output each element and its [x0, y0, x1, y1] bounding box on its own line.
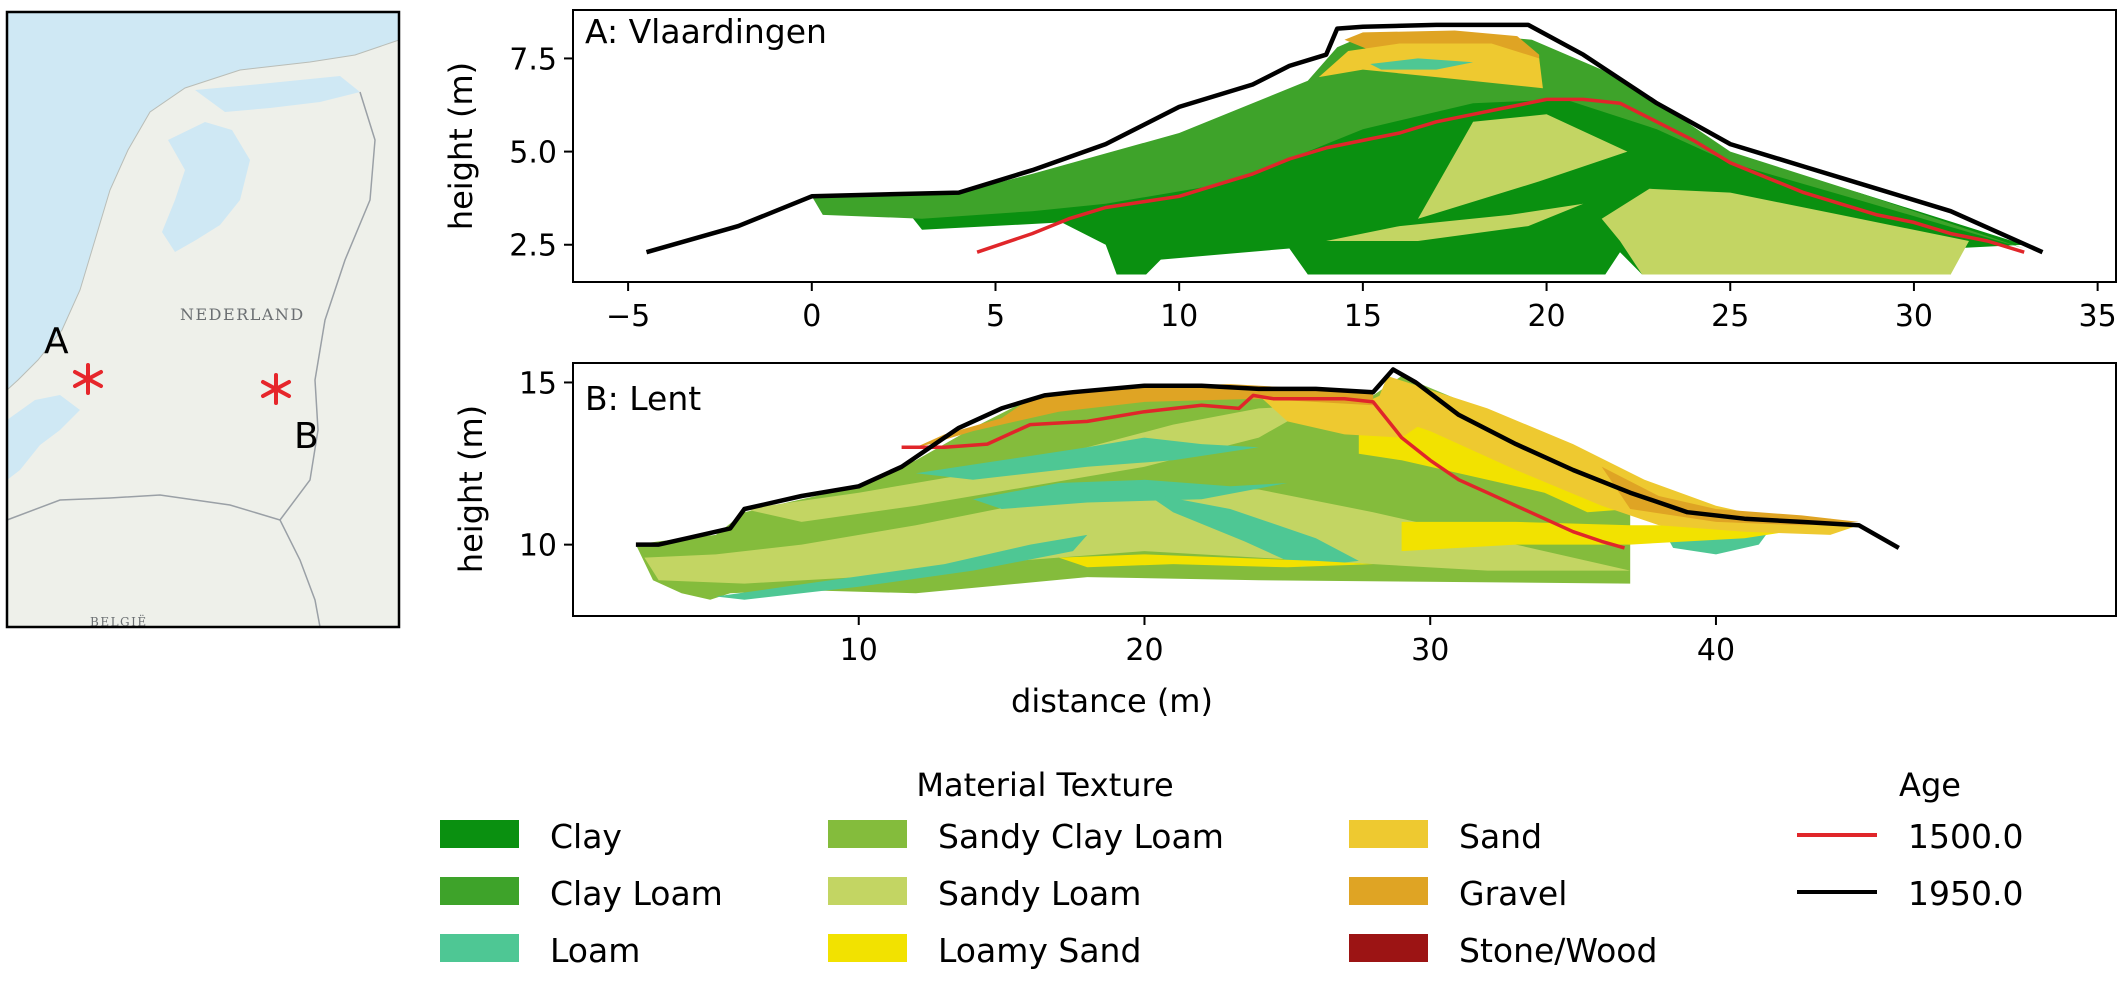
- panel-b-xlabel: distance (m): [1011, 682, 1213, 720]
- panel-b-plot-area: [635, 367, 1900, 600]
- legend-swatch-gravel: [1349, 877, 1428, 905]
- panel-a-line-age-1950-0: [645, 22, 2044, 255]
- panel-b-y-ticks: 10 15: [519, 366, 573, 564]
- panel-a-label: A: Vlaardingen: [585, 12, 827, 51]
- map-neighbor-label: BELGIË: [90, 613, 148, 629]
- panel-a-y-tick-label: 5.0: [509, 136, 557, 171]
- legend-swatch-sandy-clay-loam: [828, 820, 907, 848]
- panel-b-x-ticks: 10 20 30 40: [840, 616, 1735, 668]
- panel-a-x-tick-label: 30: [1895, 299, 1933, 334]
- panel-b-layer-loam: [915, 437, 1259, 480]
- legend-label-loamy-sand: Loamy Sand: [938, 931, 1141, 970]
- legend-label-age-1950-0: 1950.0: [1908, 874, 2023, 913]
- legend-label-stone-wood: Stone/Wood: [1459, 931, 1657, 970]
- panel-b-layer-sand: [1373, 376, 1859, 535]
- panel-b-x-tick-label: 10: [840, 633, 878, 668]
- legend-swatch-sandy-loam: [828, 877, 907, 905]
- panel-a-layer-sandy-loam: [1326, 114, 1628, 245]
- legend-age-title: Age: [1899, 766, 1961, 804]
- panel-b-frame: [572, 362, 2117, 617]
- panel-a-x-tick-label: 15: [1344, 299, 1382, 334]
- site-b-marker: [261, 373, 291, 405]
- panel-b-x-tick-label: 40: [1697, 633, 1735, 668]
- legend: Material Texture Age Clay Clay Loam Loam Sa…: [440, 766, 2023, 970]
- panel-a-x-tick-label: 5: [986, 299, 1005, 334]
- legend-label-sandy-clay-loam: Sandy Clay Loam: [938, 817, 1224, 856]
- legend-swatch-loamy-sand: [828, 934, 907, 962]
- panel-a-x-tick-label: 10: [1160, 299, 1198, 334]
- legend-swatch-sand: [1349, 820, 1428, 848]
- panel-a-ylabel: height (m): [442, 62, 480, 230]
- panel-a-y-tick-label: 7.5: [509, 42, 557, 77]
- panel-a-y-ticks: 2.5 5.0 7.5: [509, 42, 573, 264]
- panel-b-lent: B: Lent height (m) distance (m) 10 20 30 40…: [452, 362, 2117, 720]
- panel-b-layer-gravel: [1601, 466, 1859, 526]
- panel-a-x-tick-label: 25: [1711, 299, 1749, 334]
- panel-b-line-age-1950-0: [635, 367, 1900, 550]
- panel-a-x-tick-label: 35: [2079, 299, 2117, 334]
- map-southern-border: [6, 494, 321, 628]
- panel-a-x-tick-label: 0: [802, 299, 821, 334]
- legend-label-sand: Sand: [1459, 817, 1542, 856]
- panel-b-y-tick-label: 10: [519, 529, 557, 564]
- legend-label-age-1500-0: 1500.0: [1908, 817, 2023, 856]
- panel-a-x-tick-label: 20: [1527, 299, 1565, 334]
- map-country-label: NEDERLAND: [180, 305, 305, 324]
- panel-b-x-tick-label: 30: [1411, 633, 1449, 668]
- legend-label-loam: Loam: [550, 931, 640, 970]
- panel-a-vlaardingen: A: Vlaardingen height (m) −5 0 5 10 15 20 25 30…: [442, 9, 2117, 334]
- legend-material-title: Material Texture: [916, 766, 1173, 804]
- panel-b-y-tick-label: 15: [519, 366, 557, 401]
- panel-b-layer-sandy-loam: [644, 486, 1631, 584]
- panel-b-layer-loam: [715, 534, 1088, 600]
- legend-swatch-stone-wood: [1349, 934, 1428, 962]
- map-frame: [5, 10, 401, 629]
- panel-a-layer-loam: [1370, 58, 1474, 70]
- site-b-letter: B: [294, 416, 319, 457]
- map-eastern-border: [279, 91, 376, 521]
- panel-b-x-tick-label: 20: [1125, 633, 1163, 668]
- legend-swatch-loam: [440, 934, 519, 962]
- panel-a-x-tick-label: −5: [606, 299, 650, 334]
- panel-a-line-age-1500-0: [976, 97, 2025, 254]
- panel-b-layer-loamy-sand: [1058, 554, 1374, 568]
- panel-a-plot-area: [645, 22, 2044, 275]
- panel-a-layer-sandy-loam: [1326, 203, 1584, 241]
- panel-a-layer-sandy-loam: [1601, 188, 1969, 275]
- panel-a-layer-clay-loam: [811, 32, 2025, 249]
- panel-b-layer-loam: [1144, 492, 1359, 568]
- panel-b-label: B: Lent: [585, 379, 701, 418]
- netherlands-map: NEDERLAND BELGIË A B: [5, 10, 401, 629]
- legend-label-gravel: Gravel: [1459, 874, 1567, 913]
- panel-a-frame: [572, 9, 2117, 283]
- panel-a-x-ticks: −5 0 5 10 15 20 25 30 35: [606, 282, 2117, 334]
- map-delta: [7, 395, 80, 480]
- legend-label-sandy-loam: Sandy Loam: [938, 874, 1141, 913]
- panel-a-y-tick-label: 2.5: [509, 229, 557, 264]
- panel-b-layer-loam: [973, 479, 1288, 509]
- map-waddenzee: [195, 76, 360, 112]
- site-a-marker: [73, 363, 103, 395]
- panel-b-line-age-1500-0: [901, 393, 1625, 550]
- legend-label-clay-loam: Clay Loam: [550, 874, 723, 913]
- site-a-letter: A: [44, 321, 69, 362]
- map-ijsselmeer: [162, 122, 250, 252]
- panel-b-ylabel: height (m): [452, 405, 490, 573]
- legend-material-entries: Clay Clay Loam Loam Sandy Clay Loam Sandy Lo…: [440, 817, 1657, 970]
- legend-swatch-clay-loam: [440, 877, 519, 905]
- legend-age-entries: 1500.0 1950.0: [1797, 817, 2023, 913]
- legend-swatch-clay: [440, 820, 519, 848]
- legend-label-clay: Clay: [550, 817, 622, 856]
